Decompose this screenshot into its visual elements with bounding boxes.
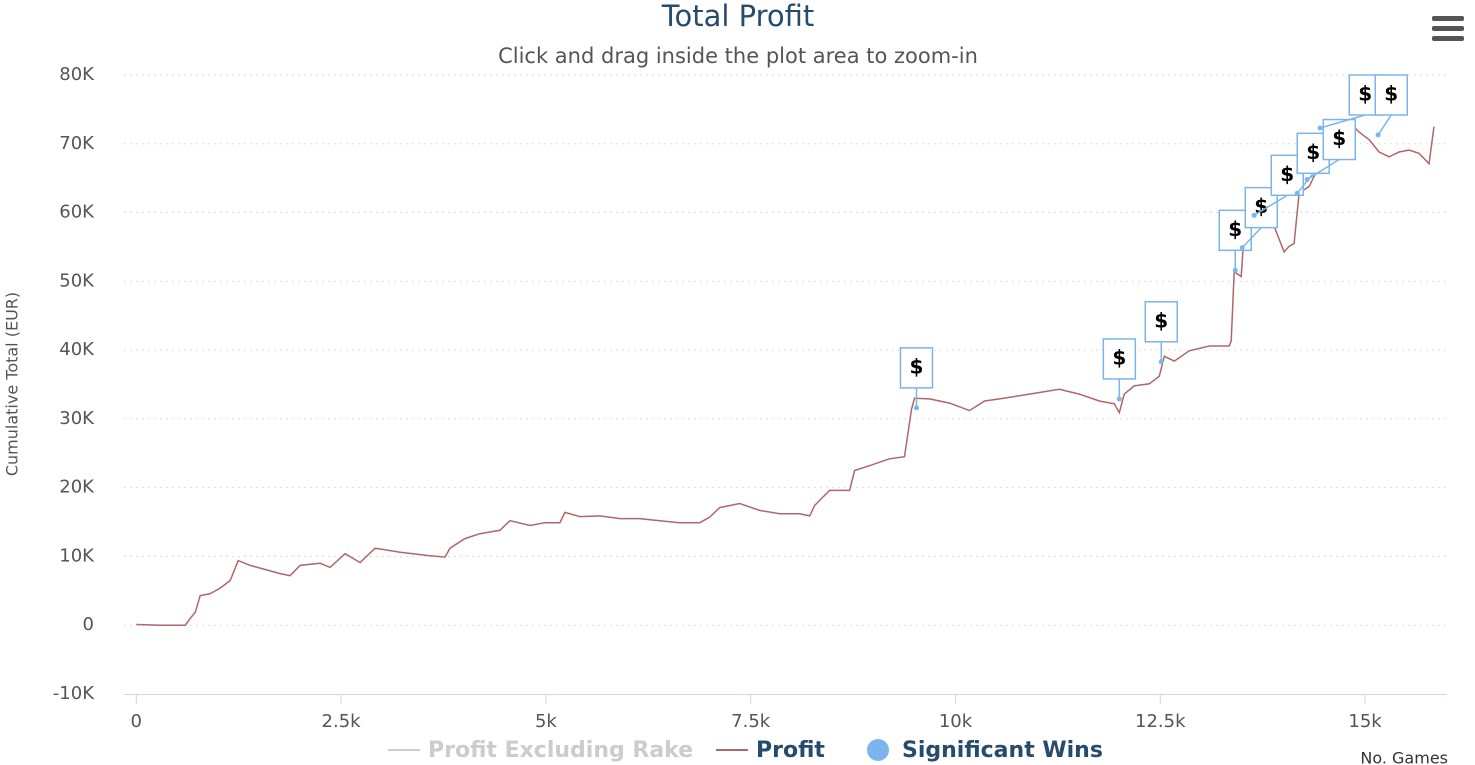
legend-item[interactable]: Significant Wins xyxy=(867,738,1103,763)
flag-label: $ xyxy=(910,354,924,378)
x-tick-label: 2.5k xyxy=(322,711,362,732)
win-flag: $ xyxy=(1239,186,1278,251)
x-tick-label: 5k xyxy=(535,711,557,732)
legend-symbol xyxy=(867,739,889,761)
y-tick-label: -10K xyxy=(53,683,95,704)
y-tick-label: 70K xyxy=(59,133,95,154)
win-point xyxy=(1375,132,1381,138)
chart-subtitle: Click and drag inside the plot area to z… xyxy=(498,44,978,68)
win-point xyxy=(1251,212,1257,218)
y-tick-label: 50K xyxy=(59,270,95,291)
win-point xyxy=(1116,396,1122,402)
x-tick-label: 0 xyxy=(131,711,142,732)
flag-connector xyxy=(1377,114,1392,136)
win-point xyxy=(1232,267,1238,273)
flag-connector xyxy=(1241,227,1262,249)
legend-item[interactable]: Profit Excluding Rake xyxy=(388,738,693,763)
flag-box xyxy=(1102,338,1137,380)
win-flag: $ xyxy=(899,347,934,411)
y-tick-label: 0 xyxy=(83,614,94,635)
win-point xyxy=(1317,125,1323,131)
win-point xyxy=(1304,177,1310,183)
x-tick-label: 10k xyxy=(939,711,973,732)
win-flag: $ xyxy=(1102,338,1137,402)
flag-box xyxy=(1374,74,1408,116)
chart-title: Total Profit xyxy=(661,0,815,33)
flag-label: $ xyxy=(1112,345,1126,369)
y-tick-label: 60K xyxy=(59,202,95,223)
flag-label: $ xyxy=(1306,140,1320,164)
legend-label: Significant Wins xyxy=(902,738,1103,763)
flag-connector xyxy=(1319,114,1366,129)
flag-label: $ xyxy=(1358,82,1372,106)
win-flag: $ xyxy=(1304,118,1356,183)
profit-line xyxy=(136,118,1435,626)
win-flag: $ xyxy=(1144,301,1179,365)
y-tick-label: 20K xyxy=(59,477,95,498)
flag-connector xyxy=(1253,194,1288,216)
flag-box xyxy=(899,347,934,389)
win-point xyxy=(1158,359,1164,365)
x-tick-label: 12.5k xyxy=(1135,711,1186,732)
win-flag: $ xyxy=(1374,74,1408,138)
x-tick-label: 15k xyxy=(1348,711,1382,732)
win-point xyxy=(1294,190,1300,196)
flag-label: $ xyxy=(1254,194,1268,218)
flag-label: $ xyxy=(1332,126,1346,150)
menu-button[interactable] xyxy=(1430,14,1464,42)
y-tick-label: 10K xyxy=(59,545,95,566)
legend-label: Profit xyxy=(756,738,825,763)
win-point xyxy=(913,405,919,411)
flag-label: $ xyxy=(1228,217,1242,241)
x-tick-label: 7.5k xyxy=(731,711,771,732)
flag-label: $ xyxy=(1384,82,1398,106)
y-tick-label: 80K xyxy=(59,64,95,85)
y-tick-label: 30K xyxy=(59,408,95,429)
flag-label: $ xyxy=(1154,308,1168,332)
legend-label: Profit Excluding Rake xyxy=(428,738,693,763)
y-axis-label: Cumulative Total (EUR) xyxy=(3,292,22,476)
flag-connector xyxy=(1306,158,1340,181)
y-tick-label: 40K xyxy=(59,339,95,360)
legend-item[interactable]: Profit xyxy=(716,738,825,763)
x-axis-label: No. Games xyxy=(1360,749,1448,765)
win-point xyxy=(1239,245,1245,251)
flag-label: $ xyxy=(1280,162,1294,186)
flag-box xyxy=(1144,301,1179,343)
